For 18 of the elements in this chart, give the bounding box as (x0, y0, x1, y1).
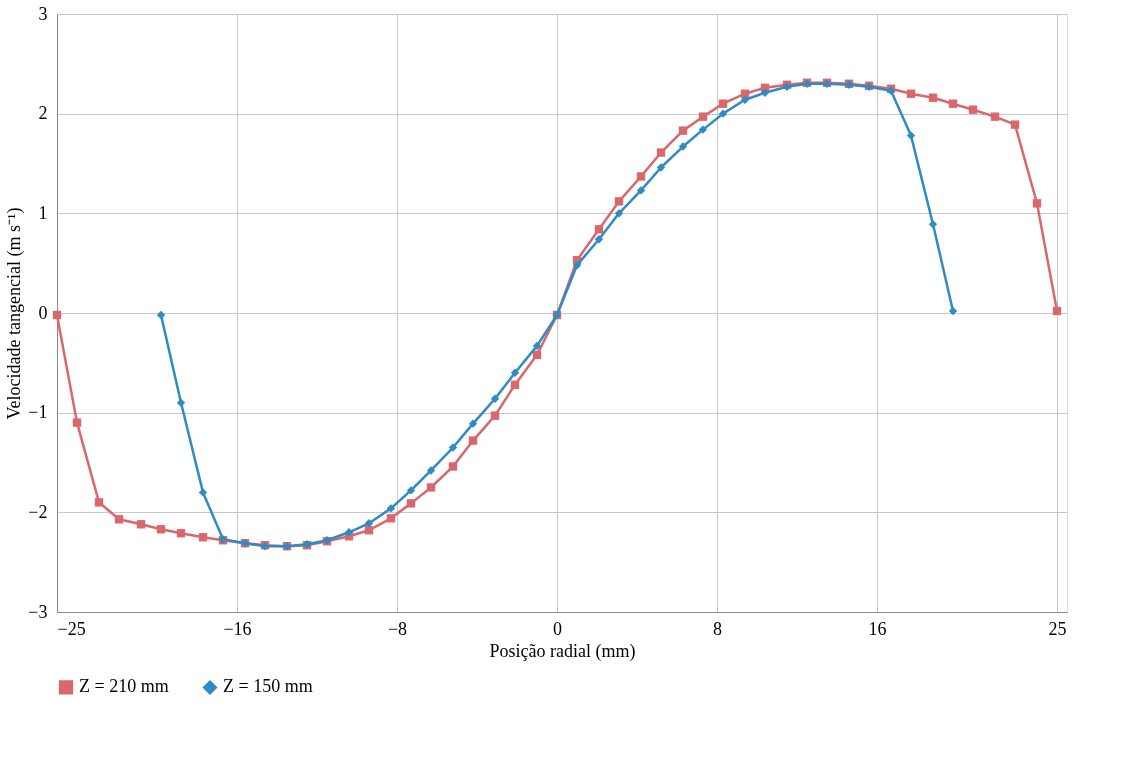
legend-label: Z = 150 mm (223, 676, 313, 697)
x-tick-label: −16 (223, 618, 252, 639)
y-tick-label: −1 (28, 402, 48, 423)
y-tick-label: 1 (38, 202, 48, 223)
x-tick-label: 16 (868, 618, 887, 639)
x-axis-title: Posição radial (mm) (489, 640, 636, 662)
x-tick-label: 8 (713, 618, 722, 639)
y-tick-label: 2 (38, 103, 48, 124)
y-axis-title: Velocidade tangencial (m s⁻¹) (4, 207, 26, 420)
legend-label: Z = 210 mm (79, 676, 169, 697)
x-tick-label: −8 (387, 618, 408, 639)
y-tick-label: 0 (38, 302, 48, 323)
y-tick-label: 3 (38, 3, 48, 24)
y-tick-label: −3 (28, 601, 48, 622)
x-tick-label: 0 (553, 618, 562, 639)
y-tick-label: −2 (28, 501, 48, 522)
x-tick-label: −25 (57, 618, 86, 639)
x-tick-label: 25 (1048, 618, 1067, 639)
